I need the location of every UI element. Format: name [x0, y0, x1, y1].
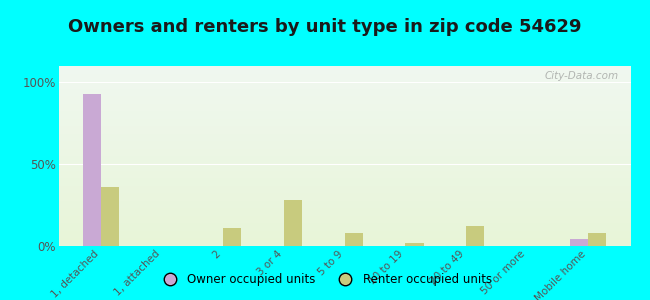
- Bar: [101, 187, 120, 246]
- Bar: [83, 94, 101, 246]
- Bar: [569, 239, 588, 246]
- Text: Owners and renters by unit type in zip code 54629: Owners and renters by unit type in zip c…: [68, 18, 582, 36]
- Bar: [466, 226, 484, 246]
- Bar: [406, 243, 424, 246]
- Bar: [588, 233, 606, 246]
- Legend: Owner occupied units, Renter occupied units: Owner occupied units, Renter occupied un…: [153, 269, 497, 291]
- Bar: [223, 228, 241, 246]
- Bar: [344, 233, 363, 246]
- Bar: [283, 200, 302, 246]
- Text: City-Data.com: City-Data.com: [545, 71, 619, 81]
